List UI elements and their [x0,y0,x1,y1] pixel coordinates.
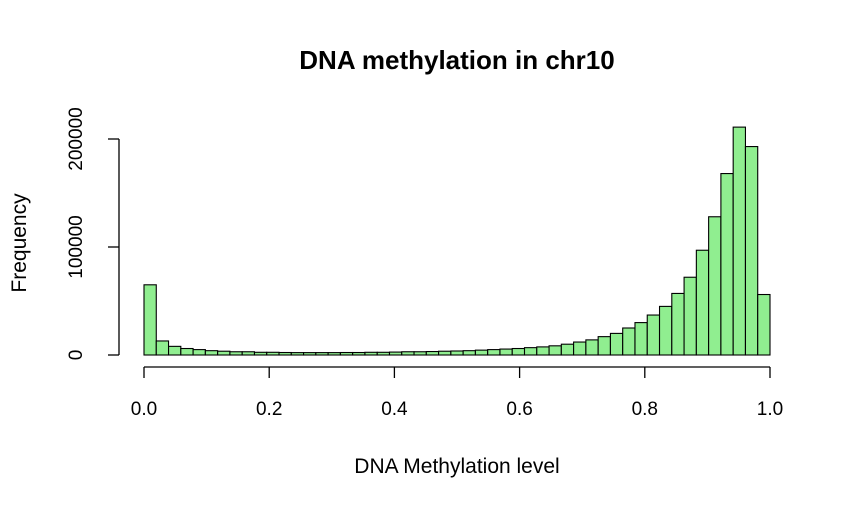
histogram-bar [327,352,341,356]
y-tick-label: 100000 [66,215,87,278]
histogram-bar [671,292,685,356]
histogram-bar [560,343,575,356]
histogram-bar [192,349,206,356]
histogram-bar [585,339,599,356]
x-tick-label: 0.6 [506,399,532,420]
histogram-bar [683,276,697,356]
histogram-bar [339,351,354,356]
histogram-bar [646,314,661,356]
y-axis-title: Frequency [8,193,31,293]
histogram-bar [266,351,280,356]
histogram-bar [278,351,292,356]
histogram-bar [168,345,182,356]
y-tick-label: 200000 [66,107,87,170]
histogram-bars [143,126,771,356]
histogram-bar [143,284,157,356]
histogram-bar [597,336,611,356]
histogram-bar [720,173,734,356]
histogram-bar [253,351,268,356]
x-tick-label: 0.2 [256,399,282,420]
histogram-bar [290,352,305,356]
histogram-bar [744,146,759,356]
histogram-bar [388,351,403,356]
histogram-bar [204,350,219,356]
histogram-bar [511,347,526,356]
histogram-bar [536,346,550,356]
x-axis: 0.0 0.2 0.4 0.6 0.8 1.0 [131,366,783,420]
histogram-bar [462,350,476,356]
histogram-bar [609,332,624,356]
histogram-bar [474,349,489,356]
histogram-bar [217,350,231,356]
histogram-bar [438,350,452,356]
x-axis-title: DNA Methylation level [354,455,559,478]
histogram-bar [757,293,771,356]
histogram-bar [180,347,194,356]
histogram-bar [425,350,440,356]
histogram-bar [499,348,513,356]
histogram-bar [413,351,427,356]
histogram-bar [487,349,501,356]
x-tick-label: 0.4 [381,399,408,420]
histogram-bar [573,341,587,356]
x-tick-label: 0.8 [632,399,658,420]
histogram-bar [450,350,464,356]
histogram-bar [303,352,317,356]
x-tick-label: 1.0 [757,399,783,420]
histogram-bar [241,351,256,356]
histogram-bar [364,351,378,356]
histogram-bar [352,351,366,356]
histogram-bar [708,216,722,356]
y-tick-label: 0 [66,350,87,361]
histogram-bar [634,322,648,356]
histogram-bar [658,305,673,356]
x-tick-label: 0.0 [131,399,157,420]
histogram-bar [401,351,415,356]
histogram-bar [155,340,170,356]
histogram-bar [229,351,243,356]
histogram-bar [376,351,391,356]
histogram-bar [732,126,746,356]
histogram-bar [695,249,710,356]
histogram-bar [523,347,538,356]
histogram-bar [315,352,329,356]
y-axis: 0 100000 200000 [66,107,120,361]
histogram-bar [622,327,636,356]
chart-title: DNA methylation in chr10 [299,45,614,75]
histogram-bar [548,345,562,356]
